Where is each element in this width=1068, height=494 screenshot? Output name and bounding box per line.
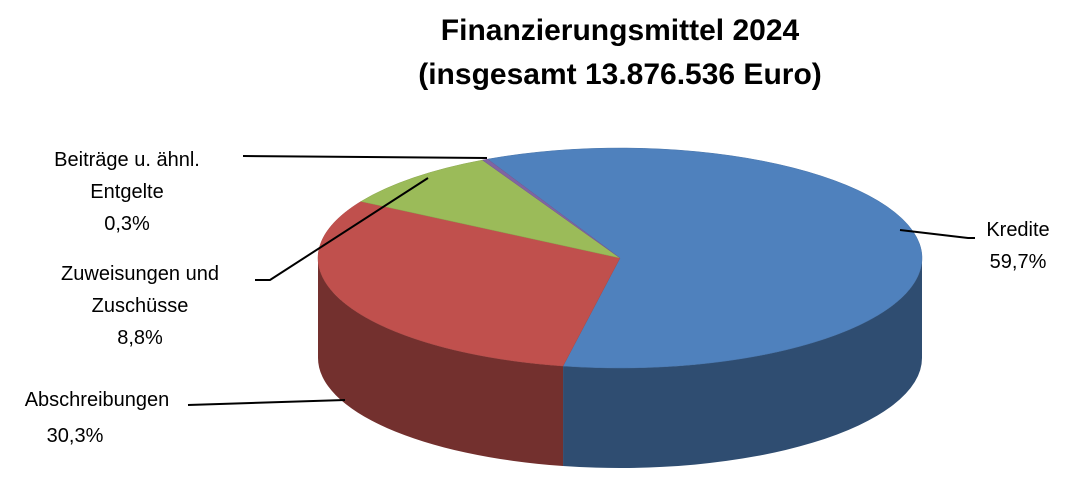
category-label: Abschreibungen: [24, 389, 170, 411]
value-label: 30,3%: [46, 425, 104, 447]
chart-title: Finanzierungsmittel 2024: [440, 14, 800, 47]
slice-side: [318, 258, 564, 467]
chart-subtitle: (insgesamt 13.876.536 Euro): [418, 58, 822, 91]
value-label: 8,8%: [117, 327, 163, 349]
category-label: Beiträge u. ähnl. Entgelte: [54, 149, 200, 203]
slice: [317, 201, 621, 367]
value-label: 59,7%: [989, 251, 1047, 273]
leader-line: [899, 229, 975, 239]
category-label: Kredite: [986, 219, 1050, 241]
leader-line: [187, 399, 346, 406]
slice-side: [563, 258, 922, 468]
category-label: Zuweisungen und Zuschüsse: [61, 263, 219, 317]
slice: [360, 159, 621, 259]
value-label: 0,3%: [104, 213, 150, 235]
slice: [481, 158, 621, 259]
slice: [486, 147, 923, 369]
leader-line: [255, 177, 429, 281]
leader-line: [242, 155, 488, 159]
